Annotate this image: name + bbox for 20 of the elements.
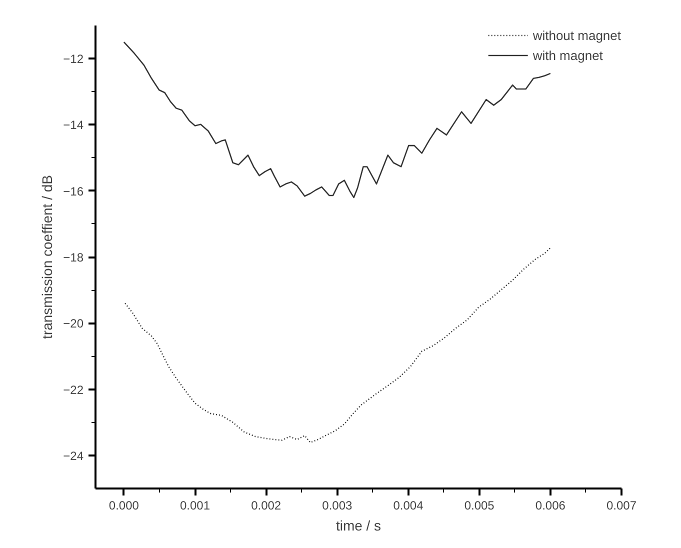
y-tick-label: −14: [63, 118, 84, 132]
y-tick-label: −12: [63, 52, 84, 66]
legend-label: with magnet: [532, 48, 603, 62]
x-tick-label: 0.007: [606, 498, 637, 512]
x-tick-label: 0.003: [322, 498, 353, 512]
x-tick-label: 0.006: [535, 498, 566, 512]
line-series: [124, 247, 552, 444]
y-tick-label: −20: [63, 316, 84, 331]
y-axis-title: transmission coeffient / dB: [39, 175, 56, 339]
y-tick-label: −16: [63, 184, 84, 198]
legend-label: without magnet: [532, 28, 621, 42]
x-tick-label: 0.004: [393, 498, 424, 512]
x-tick-label: 0.001: [180, 498, 210, 512]
x-tick-label: 0.000: [108, 498, 140, 512]
y-tick-label: −24: [63, 448, 84, 463]
y-tick-label: −22: [63, 382, 84, 397]
x-tick-label: 0.005: [464, 498, 495, 512]
x-axis-title: time / s: [336, 518, 382, 534]
x-tick-label: 0.002: [251, 498, 282, 512]
y-tick-label: −18: [63, 250, 84, 264]
